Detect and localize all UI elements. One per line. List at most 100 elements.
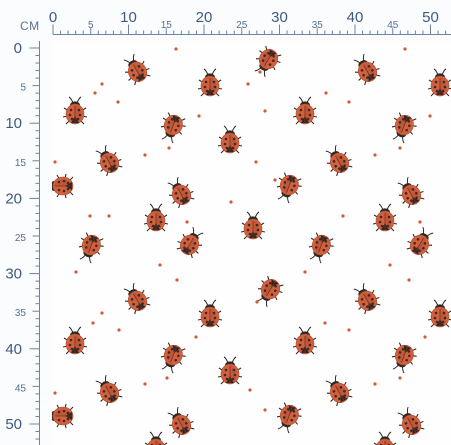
ladybug-icon	[167, 406, 195, 439]
top-ruler-label: 30	[271, 9, 288, 26]
left-ruler-label: 35	[15, 308, 27, 319]
left-ruler-label: 15	[15, 158, 27, 169]
ladybug-icon	[144, 431, 168, 445]
ladybug-icon	[353, 282, 381, 315]
ladybug-icon	[52, 173, 74, 199]
ladybug-icon	[276, 172, 302, 204]
pattern-dot	[398, 146, 402, 150]
ladybug-icon	[52, 403, 74, 429]
left-ruler-label: 0	[14, 40, 22, 57]
ladybug-icon	[95, 144, 123, 177]
ladybug-icon	[325, 374, 353, 407]
pattern-dot	[53, 160, 57, 164]
ladybug-icon	[78, 232, 104, 264]
ladybug-icon	[217, 125, 243, 154]
top-ruler-label: 10	[120, 9, 137, 26]
pattern-dot	[100, 82, 104, 86]
left-ruler-label: 10	[5, 115, 22, 132]
ladybug-icon	[372, 203, 398, 232]
ladybug-icon	[256, 275, 284, 308]
ladybug-icon	[197, 299, 223, 328]
pattern-dot	[258, 70, 262, 74]
pattern-dot	[88, 214, 92, 218]
fabric-swatch[interactable]	[52, 41, 451, 445]
pattern-dot	[263, 109, 267, 113]
pattern-dot	[174, 47, 178, 51]
top-ruler: 0 5 10 15 20 25 30 35 40 45 50	[49, 9, 451, 35]
pattern-dot	[423, 335, 427, 339]
ladybug-icon	[160, 112, 186, 144]
ladybug-icon	[353, 53, 381, 86]
pattern-dot	[91, 321, 95, 325]
ladybug-icon	[143, 203, 169, 232]
pattern-dot	[74, 270, 78, 274]
left-ruler-label: 45	[15, 383, 27, 394]
left-ruler-label: 5	[20, 83, 26, 94]
left-ruler: 0 5 10 15 20 25 30 35 40 45 50	[5, 40, 40, 445]
pattern-dot	[323, 321, 327, 325]
pattern-dot	[407, 278, 411, 282]
ladybug-icon	[62, 326, 88, 355]
pattern-dot	[263, 408, 267, 412]
top-ruler-label: 20	[196, 9, 213, 26]
pattern-dot	[185, 220, 189, 224]
ladybug-icon	[427, 68, 451, 97]
ladybug-icon	[95, 374, 123, 407]
ladybug-icon	[292, 326, 318, 355]
pattern-dot	[246, 82, 250, 86]
top-ruler-label: 45	[387, 20, 399, 31]
pattern-dot	[107, 214, 111, 218]
pattern-dot	[143, 382, 147, 386]
ladybug-icon	[397, 406, 425, 439]
pattern-dot	[197, 114, 201, 118]
ladybug-icon	[292, 96, 318, 125]
left-ruler-label: 25	[15, 233, 27, 244]
pattern-dot	[403, 47, 407, 51]
left-ruler-label: 50	[5, 416, 22, 433]
pattern-dot	[347, 328, 351, 332]
pattern-dot	[53, 391, 57, 395]
pattern-dot	[248, 388, 252, 392]
pattern-dot	[418, 220, 422, 224]
pattern-dot	[428, 114, 432, 118]
ladybug-icon	[325, 144, 353, 177]
pattern-dot	[373, 153, 377, 157]
ladybug-icon	[391, 112, 417, 144]
ladybug-icon	[123, 282, 151, 315]
pattern-dot	[158, 263, 162, 267]
ladybug-icon	[391, 342, 417, 374]
ladybug-icon	[406, 226, 434, 259]
pattern-dot	[165, 376, 169, 380]
pattern-dot	[347, 100, 351, 104]
pattern-dot	[93, 91, 97, 95]
pattern-dot	[254, 160, 258, 164]
ladybug-pattern	[52, 45, 451, 445]
pattern-dot	[143, 153, 147, 157]
pattern-dot	[273, 178, 277, 182]
ladybug-icon	[123, 53, 151, 86]
pattern-dot	[255, 300, 259, 304]
ladybug-icon	[197, 68, 223, 97]
pattern-dot	[167, 146, 171, 150]
ruler-corner: CM	[0, 0, 52, 40]
pattern-dot	[388, 263, 392, 267]
pattern-dot	[116, 100, 120, 104]
top-ruler-label: 35	[312, 20, 324, 31]
pattern-dot	[324, 91, 328, 95]
ladybug-icon	[240, 211, 266, 240]
left-ruler-label: 40	[5, 341, 22, 358]
left-ruler-label: 20	[5, 190, 22, 207]
pattern-dot	[303, 270, 307, 274]
ladybug-icon	[217, 356, 243, 385]
ladybug-icon	[427, 299, 451, 328]
pattern-dot	[175, 278, 179, 282]
ladybug-icon	[308, 232, 334, 264]
unit-label: CM	[20, 19, 40, 33]
pattern-dot	[373, 382, 377, 386]
top-ruler-label: 15	[161, 20, 173, 31]
pattern-dot	[229, 200, 233, 204]
left-ruler-label: 30	[5, 266, 22, 283]
pattern-dot	[100, 311, 104, 315]
top-ruler-label: 50	[422, 9, 439, 26]
